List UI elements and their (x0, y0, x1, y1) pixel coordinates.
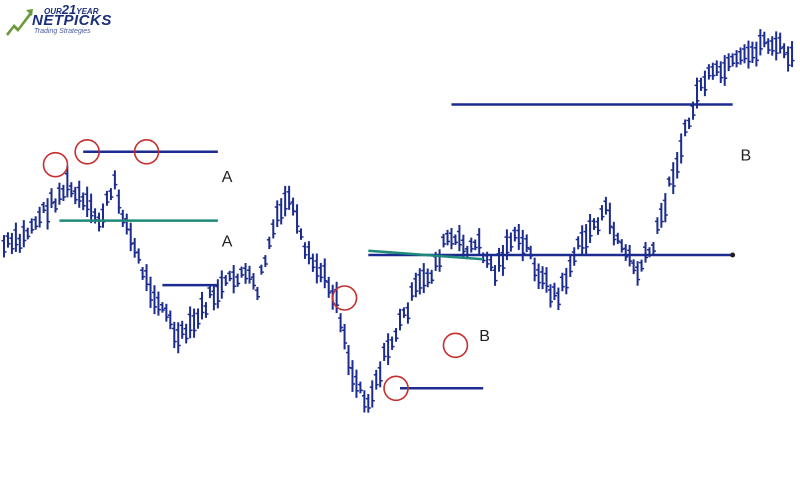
logo-brand: NETPICKS (32, 12, 112, 29)
annotation-label: B (741, 147, 752, 164)
circled-point (383, 375, 409, 402)
level-end-dot (730, 252, 736, 258)
logo-badge: OUR21YEAR (44, 2, 99, 17)
circled-point (442, 332, 469, 359)
annotation-label: B (479, 328, 490, 345)
logo-tagline: Trading Strategies (34, 28, 91, 35)
circled-point (42, 151, 69, 178)
logo-arrow-icon (6, 9, 33, 36)
annotation-label: A (222, 169, 233, 186)
circled-point (331, 285, 358, 311)
circled-point (133, 139, 160, 165)
support-line (368, 249, 484, 261)
circled-point (74, 139, 100, 165)
netpicks-logo: OUR21YEAR NETPICKS Trading Strategies (4, 2, 122, 36)
annotation-label: A (222, 233, 233, 250)
